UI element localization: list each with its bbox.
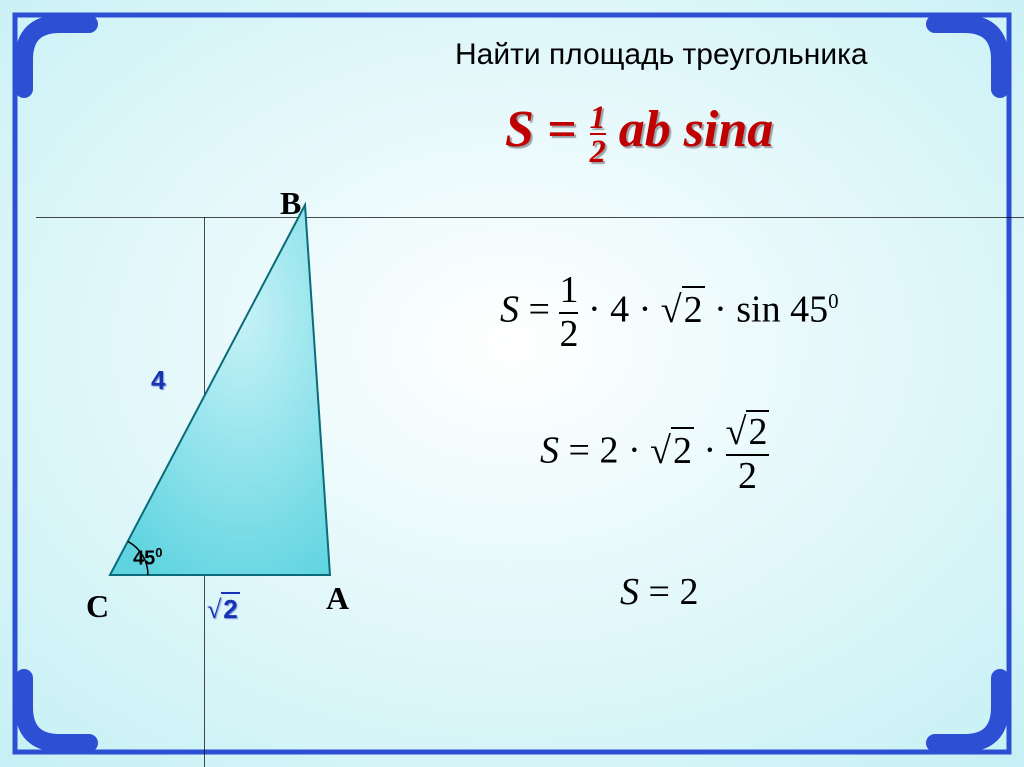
eq3-eq: = [639,571,679,613]
eq1-sin: sin 45 [736,289,828,331]
sqrt-icon: √ [207,595,221,624]
slide: Найти площадь треугольника S = 12 ab sin… [0,0,1024,767]
eq2-S: S [540,430,559,472]
vertex-B: B [280,185,301,222]
eq1-sqrt: √2 [661,286,705,332]
eq1-dot1: · [578,289,610,331]
frac-den: 2 [590,133,606,167]
vertex-A: A [326,580,349,617]
vertex-C: C [86,588,109,625]
formula-half: 12 [590,101,606,167]
eq1-eq: = [519,289,559,331]
side-CA-length: √2 [207,592,240,625]
triangle [80,195,380,615]
eq1-sup: 0 [828,289,838,313]
angle-C: 450 [133,545,162,571]
eq1-dot3: · [705,289,737,331]
side-CB-length: 4 [151,365,165,396]
eq1-half: 12 [559,270,578,356]
formula-S: S = [505,101,590,158]
frac-num: 1 [590,101,606,133]
eq3-S: S [620,571,639,613]
eq1-four: 4 [610,289,629,331]
angle-degree: 0 [155,545,162,560]
equation-step-2: S = 2 · √2 · √22 [540,410,769,498]
eq1-dot2: · [629,289,661,331]
page-title: Найти площадь треугольника [455,38,868,72]
equation-result: S = 2 [620,570,698,614]
eq2-frac: √22 [726,410,770,498]
equation-step-1: S = 12 · 4 · √2 · sin 450 [500,270,839,356]
area-formula: S = 12 ab sina [505,100,773,167]
sqrt-radicand: 2 [221,592,239,625]
eq2-sqrt: √2 [650,427,694,473]
eq3-val: 2 [679,571,698,613]
eq1-S: S [500,289,519,331]
angle-value: 45 [133,548,155,570]
eq2-dot1: · [618,430,650,472]
eq2-two: 2 [599,430,618,472]
formula-ab-sina: ab sina [606,101,774,158]
eq2-eq: = [559,430,599,472]
eq2-dot2: · [694,430,726,472]
